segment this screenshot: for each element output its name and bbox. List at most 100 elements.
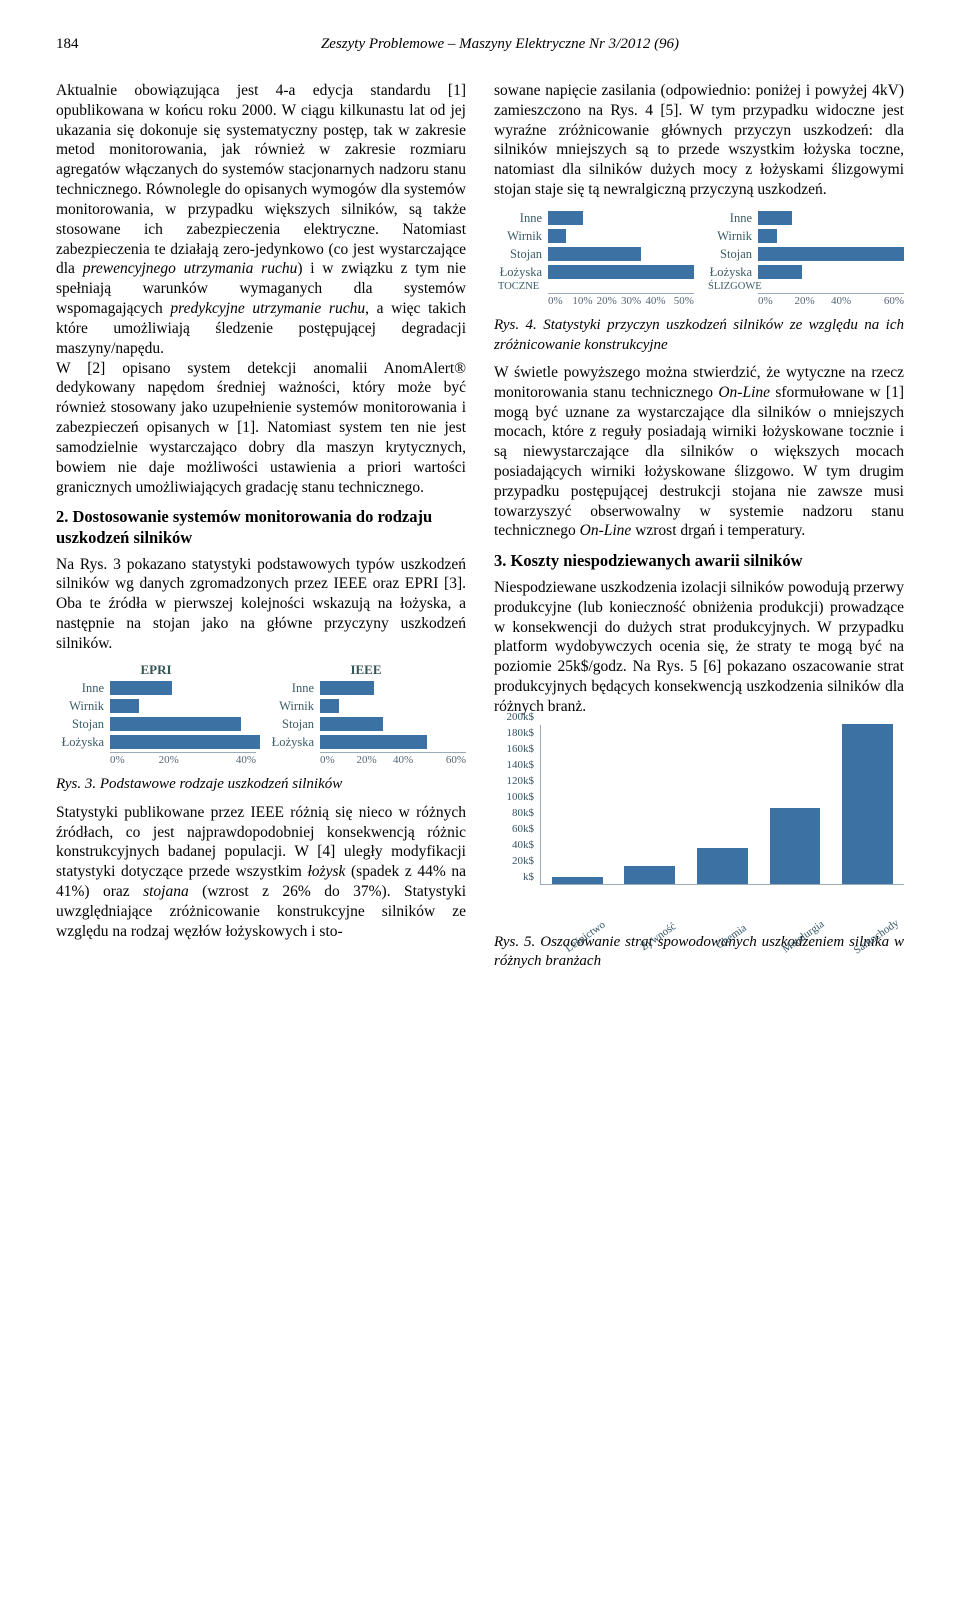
panel-title: EPRI	[56, 662, 256, 679]
page-header: 184 Zeszyty Problemowe – Maszyny Elektry…	[56, 36, 904, 53]
hbar-label: Wirnik	[266, 698, 320, 714]
para: W świetle powyższego można stwierdzić, ż…	[494, 363, 904, 541]
hbar-label: Inne	[494, 210, 548, 226]
hbar-fill	[320, 681, 374, 695]
hbar-fill	[320, 699, 339, 713]
y-tick: 20k$	[512, 854, 534, 868]
emph: On-Line	[580, 522, 632, 539]
figure-5: k$20k$40k$60k$80k$100k$120k$140k$160k$18…	[494, 725, 904, 925]
figure-3-caption: Rys. 3. Podstawowe rodzaje uszkodzeń sil…	[56, 775, 466, 794]
hbar-row: Łożyska	[704, 264, 904, 280]
para: Niespodziewane uszkodzenia izolacji siln…	[494, 578, 904, 717]
hbar-track	[110, 699, 256, 713]
y-tick: 140k$	[507, 758, 535, 772]
para: W [2] opisano system detekcji anomalii A…	[56, 359, 466, 498]
hbar-track	[548, 265, 694, 279]
hbar-panel: IEEEInneWirnikStojanŁożyska0%20%40%60%	[266, 662, 466, 768]
hbar-fill	[110, 735, 260, 749]
hbar-fill	[758, 265, 802, 279]
hbar-row: Wirnik	[266, 698, 466, 714]
vbar-col	[831, 724, 904, 884]
figure-4-caption: Rys. 4. Statystyki przyczyn uszkodzeń si…	[494, 316, 904, 354]
hbar-track	[758, 229, 904, 243]
hbar-fill	[758, 247, 904, 261]
hbar-track	[758, 265, 904, 279]
panel-sublabel: ŚLIZGOWE	[708, 280, 904, 293]
vbar-bar	[552, 877, 603, 883]
axis-tick: 40%	[831, 294, 868, 308]
hbar-row: Łożyska	[494, 264, 694, 280]
hbar-axis: 0%20%40%	[110, 752, 256, 767]
axis-tick: 40%	[393, 753, 430, 767]
x-label-cell: Metalurgia	[758, 885, 831, 925]
hbar-row: Stojan	[494, 246, 694, 262]
vbar-col	[759, 808, 832, 884]
vbar-bar	[624, 866, 675, 884]
vbar-bar	[770, 808, 821, 884]
hbar-axis: 0%20%40%60%	[758, 293, 904, 308]
section-heading-2: 2. Dostosowanie systemów monitorowania d…	[56, 507, 466, 548]
hbar-row: Łożyska	[56, 734, 256, 750]
y-tick: 60k$	[512, 822, 534, 836]
hbar-fill	[758, 229, 777, 243]
hbar-axis: 0%10%20%30%40%50%	[548, 293, 694, 308]
x-label-cell: Samochody	[831, 885, 904, 925]
hbar-track	[110, 717, 256, 731]
hbar-row: Stojan	[56, 716, 256, 732]
y-tick: 160k$	[507, 742, 535, 756]
hbar-fill	[548, 211, 583, 225]
para: Na Rys. 3 pokazano statystyki podstawowy…	[56, 555, 466, 654]
hbar-label: Stojan	[266, 716, 320, 732]
hbar-track	[110, 735, 256, 749]
para: Aktualnie obowiązująca jest 4-a edycja s…	[56, 81, 466, 359]
hbar-track	[320, 699, 466, 713]
hbar-label: Inne	[704, 210, 758, 226]
y-tick: 80k$	[512, 806, 534, 820]
hbar-fill	[110, 717, 241, 731]
emph: łożysk	[307, 863, 345, 880]
emph: predykcyjne utrzymanie ruchu	[170, 300, 365, 317]
axis-tick: 10%	[572, 294, 596, 308]
hbar-fill	[548, 229, 566, 243]
vbar-bar	[697, 848, 748, 884]
emph: On-Line	[718, 384, 770, 401]
journal-title: Zeszyty Problemowe – Maszyny Elektryczne…	[96, 36, 904, 53]
axis-tick: 0%	[548, 294, 572, 308]
figure-3: EPRIInneWirnikStojanŁożyska0%20%40%IEEEI…	[56, 662, 466, 768]
hbar-track	[320, 717, 466, 731]
hbar-row: Inne	[56, 680, 256, 696]
hbar-fill	[548, 265, 694, 279]
left-column: Aktualnie obowiązująca jest 4-a edycja s…	[56, 81, 466, 979]
hbar-row: Stojan	[704, 246, 904, 262]
vbar-bar	[842, 724, 893, 884]
hbar-row: Inne	[266, 680, 466, 696]
x-label-cell: Żywność	[613, 885, 686, 925]
y-tick: 40k$	[512, 838, 534, 852]
panel-sublabel: TOCZNE	[498, 280, 694, 293]
hbar-fill	[548, 247, 641, 261]
hbar-row: Wirnik	[494, 228, 694, 244]
emph: stojana	[143, 883, 189, 900]
x-label-cell: Chemia	[686, 885, 759, 925]
y-tick: 100k$	[507, 790, 535, 804]
vbar-col	[614, 866, 687, 884]
hbar-label: Łożyska	[56, 734, 110, 750]
axis-tick: 0%	[758, 294, 795, 308]
para: Statystyki publikowane przez IEEE różnią…	[56, 803, 466, 942]
x-label-cell: Leśnictwo	[540, 885, 613, 925]
section-heading-3: 3. Koszty niespodziewanych awarii silnik…	[494, 551, 904, 572]
hbar-panel: EPRIInneWirnikStojanŁożyska0%20%40%	[56, 662, 256, 768]
axis-tick: 40%	[207, 753, 256, 767]
right-column: sowane napięcie zasilania (odpowiednio: …	[494, 81, 904, 979]
hbar-track	[548, 247, 694, 261]
hbar-panel: Inne Wirnik Stojan ŁożyskaTOCZNE0%10%20%30%…	[494, 208, 694, 309]
hbar-track	[548, 211, 694, 225]
axis-tick: 20%	[795, 294, 832, 308]
figure-4: InneWirnikStojanŁożyskaTOCZNE0%10%20%30%…	[494, 208, 904, 309]
hbar-label: Stojan	[56, 716, 110, 732]
hbar-fill	[758, 211, 792, 225]
hbar-label: Łożyska	[494, 264, 548, 280]
hbar-label: Stojan	[494, 246, 548, 262]
axis-tick: 0%	[320, 753, 357, 767]
hbar-row: Inne	[704, 210, 904, 226]
